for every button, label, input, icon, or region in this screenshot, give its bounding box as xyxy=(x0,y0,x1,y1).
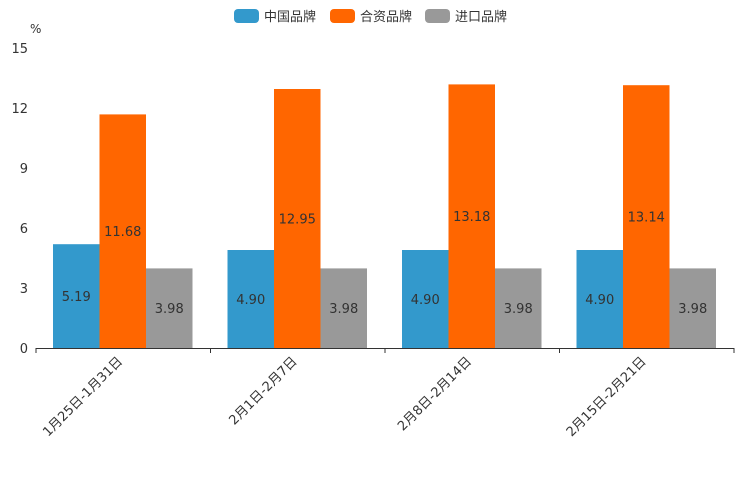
data-label: 3.98 xyxy=(678,302,707,317)
legend-swatch xyxy=(330,9,355,23)
bar xyxy=(669,268,716,348)
bar xyxy=(402,250,449,348)
y-axis-unit-label: % xyxy=(30,22,41,36)
y-tick-label: 15 xyxy=(11,42,28,57)
legend-label: 合资品牌 xyxy=(360,9,412,25)
data-label: 4.90 xyxy=(411,293,440,308)
bar xyxy=(146,268,193,348)
data-label: 3.98 xyxy=(329,302,358,317)
bar xyxy=(495,268,542,348)
data-label: 4.90 xyxy=(236,293,265,308)
legend-label: 中国品牌 xyxy=(264,9,316,25)
data-label: 4.90 xyxy=(585,293,614,308)
bars: 5.19 11.68 3.98 4.90 12.95 3.98 4.90 13.18 3.98 4… xyxy=(53,84,716,349)
bar xyxy=(227,250,274,348)
y-tick-label: 0 xyxy=(20,342,28,357)
y-tick-label: 3 xyxy=(20,282,28,297)
bar xyxy=(448,84,495,349)
bar xyxy=(320,268,367,348)
x-axis: 1月25日-1月31日 2月1日-2月7日 2月8日-2月14日 2月15日-2月21… xyxy=(35,348,735,440)
data-label: 13.18 xyxy=(453,210,490,225)
bar xyxy=(623,85,670,348)
bar xyxy=(53,244,100,348)
bar xyxy=(99,114,146,349)
x-tick-label: 1月25日-1月31日 xyxy=(40,354,126,440)
legend: 中国品牌 合资品牌 进口品牌 xyxy=(234,9,507,25)
data-label: 3.98 xyxy=(504,302,533,317)
y-axis: 0 3 6 9 12 15 xyxy=(11,42,28,357)
x-tick-label: 2月8日-2月14日 xyxy=(395,354,475,434)
y-tick-label: 12 xyxy=(11,102,28,117)
y-tick-label: 6 xyxy=(20,222,28,237)
data-label: 13.14 xyxy=(628,211,665,226)
legend-swatch xyxy=(234,9,259,23)
y-tick-label: 9 xyxy=(20,162,28,177)
data-label: 12.95 xyxy=(279,213,316,228)
legend-swatch xyxy=(425,9,450,23)
x-tick-label: 2月15日-2月21日 xyxy=(564,354,650,440)
data-label: 3.98 xyxy=(155,302,184,317)
bar xyxy=(576,250,623,348)
x-tick-label: 2月1日-2月7日 xyxy=(226,354,300,428)
legend-label: 进口品牌 xyxy=(455,9,507,25)
bar xyxy=(274,89,321,348)
data-label: 11.68 xyxy=(104,225,141,240)
data-label: 5.19 xyxy=(62,290,91,305)
